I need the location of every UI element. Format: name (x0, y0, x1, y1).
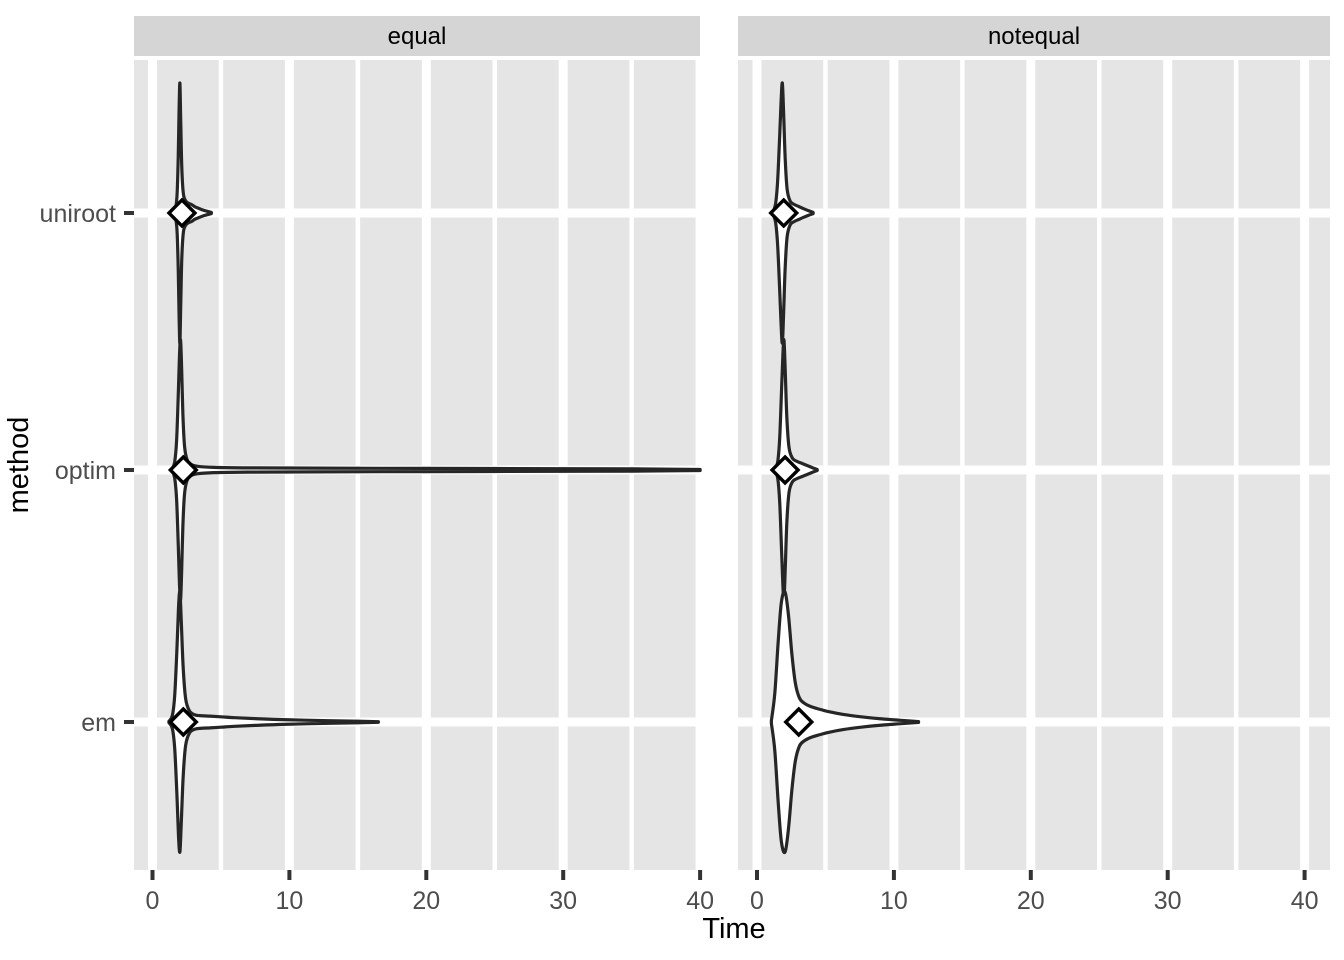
y-tick-label-em: em (81, 709, 116, 737)
x-axis-equal: 0 10 20 30 40 (146, 870, 714, 915)
strip-background-notequal (738, 16, 1330, 56)
y-axis: uniroot optim em (40, 200, 134, 737)
x-tick-label: 40 (1291, 887, 1319, 915)
gridlines-notequal (738, 60, 1330, 870)
y-axis-title: method (3, 417, 35, 514)
strip-background-equal (134, 16, 700, 56)
x-tick-label: 30 (549, 887, 577, 915)
x-tick-label: 30 (1154, 887, 1182, 915)
mean-marker-equal-optim (167, 454, 199, 486)
strip-label-notequal: notequal (988, 23, 1080, 50)
x-tick-label: 10 (880, 887, 908, 915)
violins-equal (166, 81, 702, 854)
panel-background-equal (134, 60, 700, 870)
x-tick-label: 0 (146, 887, 160, 915)
x-tick-label: 20 (1017, 887, 1045, 915)
mean-marker-equal-em (167, 706, 199, 738)
facet-strip-notequal: notequal (738, 16, 1330, 56)
violin-equal-em (167, 590, 380, 854)
y-tick-label-optim: optim (55, 457, 116, 485)
x-tick-label: 10 (275, 887, 303, 915)
violin-equal-optim (170, 338, 702, 602)
mean-marker-notequal-optim (769, 454, 801, 486)
strip-label-equal: equal (388, 23, 447, 50)
mean-marker-equal-uniroot (166, 197, 198, 229)
violin-notequal-em (769, 589, 921, 855)
mean-marker-notequal-em (783, 706, 815, 738)
mean-marker-notequal-uniroot (768, 197, 800, 229)
x-tick-label: 0 (750, 887, 764, 915)
x-axis-title: Time (702, 913, 765, 945)
x-axis-notequal: 0 10 20 30 40 (750, 870, 1319, 915)
facet-strip-equal: equal (134, 16, 700, 56)
y-tick-label-uniroot: uniroot (40, 200, 116, 228)
x-tick-label: 20 (412, 887, 440, 915)
gridlines-equal (134, 60, 705, 870)
x-tick-label: 40 (686, 887, 714, 915)
violins-notequal (768, 81, 921, 855)
